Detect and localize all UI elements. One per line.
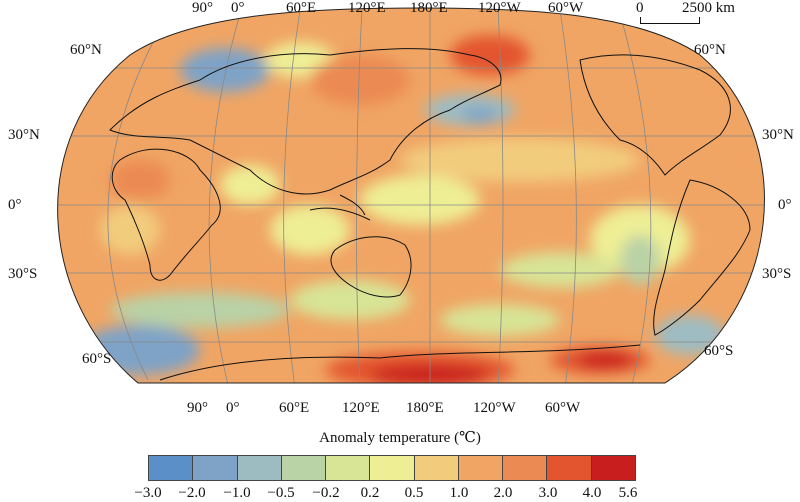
top-lon-label: 60°W bbox=[548, 0, 584, 16]
legend-swatch bbox=[503, 456, 548, 480]
scale-bar bbox=[640, 17, 700, 24]
bottom-lon-label: 90° bbox=[187, 400, 208, 416]
legend-tick-label: −3.0 bbox=[134, 485, 162, 501]
bottom-lon-label: 60°W bbox=[545, 400, 581, 416]
legend-swatch bbox=[149, 456, 194, 480]
left-lat-label: 0° bbox=[8, 197, 22, 213]
legend-tick-label: −2.0 bbox=[178, 485, 206, 501]
color-legend bbox=[148, 455, 636, 481]
bottom-lon-label: 60°E bbox=[279, 400, 310, 416]
legend-tick-label: 2.0 bbox=[493, 485, 513, 501]
right-lat-label: 60°N bbox=[694, 42, 726, 58]
legend-swatch bbox=[591, 456, 635, 480]
scale-start-label: 0 bbox=[636, 0, 644, 16]
coastlines bbox=[109, 48, 751, 381]
left-lat-label: 60°S bbox=[82, 351, 112, 367]
legend-swatch bbox=[193, 456, 238, 480]
top-lon-label: 120°E bbox=[348, 0, 386, 16]
right-lat-label: 30°N bbox=[762, 127, 794, 143]
legend-swatch bbox=[281, 456, 327, 480]
top-lon-label: 90° bbox=[192, 0, 213, 16]
legend-swatch bbox=[237, 456, 282, 480]
scale-end-label: 2500 km bbox=[682, 0, 735, 16]
top-lon-label: 180°E bbox=[410, 0, 448, 16]
legend-swatch bbox=[547, 456, 592, 480]
legend-swatch bbox=[458, 456, 504, 480]
legend-swatch bbox=[414, 456, 459, 480]
legend-tick-label: −0.5 bbox=[267, 485, 295, 501]
left-lat-label: 60°N bbox=[70, 42, 102, 58]
legend-tick-label: −1.0 bbox=[223, 485, 251, 501]
graticule bbox=[57, 8, 765, 383]
legend-swatch bbox=[370, 456, 415, 480]
legend-tick-label: 0.5 bbox=[404, 485, 424, 501]
left-lat-label: 30°N bbox=[8, 127, 40, 143]
bottom-lon-label: 0° bbox=[226, 400, 240, 416]
top-lon-label: 60°E bbox=[286, 0, 317, 16]
anomaly-field bbox=[57, 8, 765, 383]
legend-tick-label: 0.2 bbox=[360, 485, 380, 501]
bottom-lon-label: 120°E bbox=[342, 400, 380, 416]
right-lat-label: 30°S bbox=[762, 266, 792, 282]
bottom-lon-label: 120°W bbox=[473, 400, 516, 416]
legend-swatch bbox=[326, 456, 371, 480]
right-lat-label: 60°S bbox=[704, 343, 734, 359]
legend-tick-label: 1.0 bbox=[449, 485, 469, 501]
bottom-lon-label: 180°E bbox=[406, 400, 444, 416]
legend-tick-label: 4.0 bbox=[582, 485, 602, 501]
top-lon-label: 0° bbox=[231, 0, 245, 16]
left-lat-label: 30°S bbox=[8, 266, 38, 282]
right-lat-label: 0° bbox=[778, 197, 792, 213]
legend-tick-label: 5.6 bbox=[618, 485, 638, 501]
legend-tick-label: −0.2 bbox=[312, 485, 340, 501]
legend-tick-label: 3.0 bbox=[538, 485, 558, 501]
top-lon-label: 120°W bbox=[478, 0, 521, 16]
legend-title: Anomaly temperature (℃) bbox=[319, 430, 481, 446]
